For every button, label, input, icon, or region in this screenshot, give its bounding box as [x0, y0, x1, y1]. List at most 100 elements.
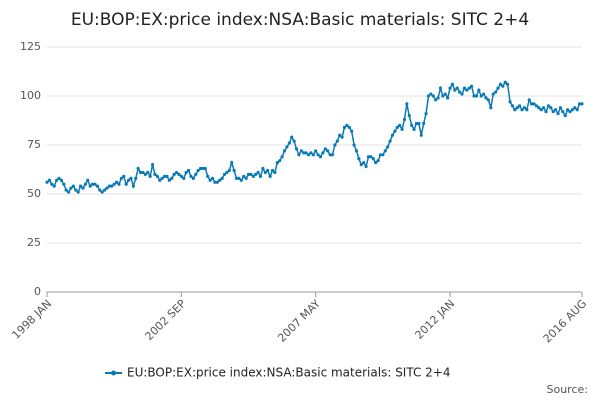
data-point	[426, 94, 431, 98]
data-point	[556, 112, 560, 116]
data-point	[294, 147, 299, 151]
data-point	[134, 176, 138, 180]
data-point	[518, 104, 522, 108]
data-point	[158, 178, 162, 182]
chart-title: EU:BOP:EX:price index:NSA:Basic material…	[71, 10, 529, 30]
data-point	[182, 176, 186, 180]
data-point	[297, 153, 301, 157]
data-point	[179, 174, 183, 178]
data-point	[57, 176, 61, 180]
data-point	[268, 174, 272, 178]
data-point	[105, 186, 109, 190]
data-point	[239, 178, 243, 182]
data-point	[172, 172, 176, 176]
data-point	[436, 96, 440, 100]
data-point	[573, 106, 577, 110]
x-tick-label: 2016 AUG	[541, 297, 590, 346]
data-point	[237, 176, 241, 180]
data-point	[74, 188, 78, 192]
data-point	[474, 94, 479, 98]
data-point	[290, 135, 294, 139]
data-point	[314, 149, 318, 153]
data-point	[155, 174, 159, 178]
data-point	[208, 178, 212, 182]
data-point	[110, 184, 114, 188]
data-point	[465, 88, 469, 92]
data-point	[254, 172, 258, 176]
data-point	[455, 86, 459, 90]
data-point	[136, 166, 140, 171]
data-point	[338, 133, 342, 137]
data-point	[390, 133, 395, 137]
data-point	[321, 151, 325, 155]
data-point	[244, 176, 248, 180]
data-point	[126, 178, 131, 182]
data-point	[119, 176, 123, 180]
data-point	[554, 108, 558, 112]
data-point	[395, 125, 399, 129]
data-point	[472, 94, 476, 98]
data-point	[90, 182, 95, 186]
data-point	[98, 188, 102, 192]
data-point	[131, 184, 135, 188]
data-point	[258, 174, 263, 178]
data-point	[292, 139, 296, 143]
data-point	[306, 153, 311, 157]
data-point	[323, 147, 327, 151]
data-point	[422, 121, 426, 126]
data-point	[393, 129, 397, 133]
data-point	[458, 90, 462, 94]
y-tick-label: 75	[27, 138, 41, 151]
data-point	[352, 143, 356, 147]
y-tick-label: 100	[20, 89, 41, 102]
data-point	[366, 155, 371, 159]
x-tick-label: 2002 SEP	[143, 297, 189, 343]
data-point	[71, 184, 75, 188]
data-point	[350, 129, 354, 133]
data-point	[575, 108, 579, 112]
data-point	[333, 143, 337, 147]
data-point	[434, 98, 438, 102]
data-point	[450, 82, 455, 86]
data-point	[515, 106, 519, 110]
data-point	[503, 80, 507, 84]
data-point	[424, 112, 428, 116]
legend-label: EU:BOP:EX:price index:NSA:Basic material…	[127, 366, 451, 380]
data-point	[138, 170, 143, 175]
data-point	[150, 163, 155, 167]
data-point	[266, 168, 270, 173]
data-point	[527, 98, 531, 102]
data-point	[462, 86, 467, 90]
data-point	[141, 170, 145, 175]
data-point	[146, 170, 150, 175]
data-point	[194, 172, 198, 176]
data-point	[66, 190, 71, 194]
data-point	[328, 153, 332, 157]
data-point	[242, 174, 246, 178]
x-tick-label: 2012 JAN	[413, 297, 458, 342]
data-point	[441, 94, 445, 98]
y-tick-label: 50	[27, 187, 41, 200]
data-point	[215, 180, 219, 184]
data-point	[369, 155, 373, 159]
data-point	[381, 153, 385, 157]
data-point	[143, 172, 147, 176]
data-point	[93, 182, 97, 186]
data-point	[304, 151, 308, 155]
data-point	[551, 110, 555, 114]
data-point	[114, 180, 119, 184]
data-point	[388, 139, 392, 143]
data-point	[153, 172, 157, 176]
data-point	[359, 163, 363, 167]
data-point	[76, 190, 80, 194]
data-point	[148, 174, 152, 178]
data-point	[496, 86, 500, 90]
data-point	[410, 123, 414, 127]
data-point	[234, 176, 239, 180]
data-point	[246, 172, 251, 176]
data-point	[378, 153, 383, 157]
data-point	[256, 170, 260, 175]
data-point	[232, 168, 236, 173]
series-line	[46, 81, 582, 194]
